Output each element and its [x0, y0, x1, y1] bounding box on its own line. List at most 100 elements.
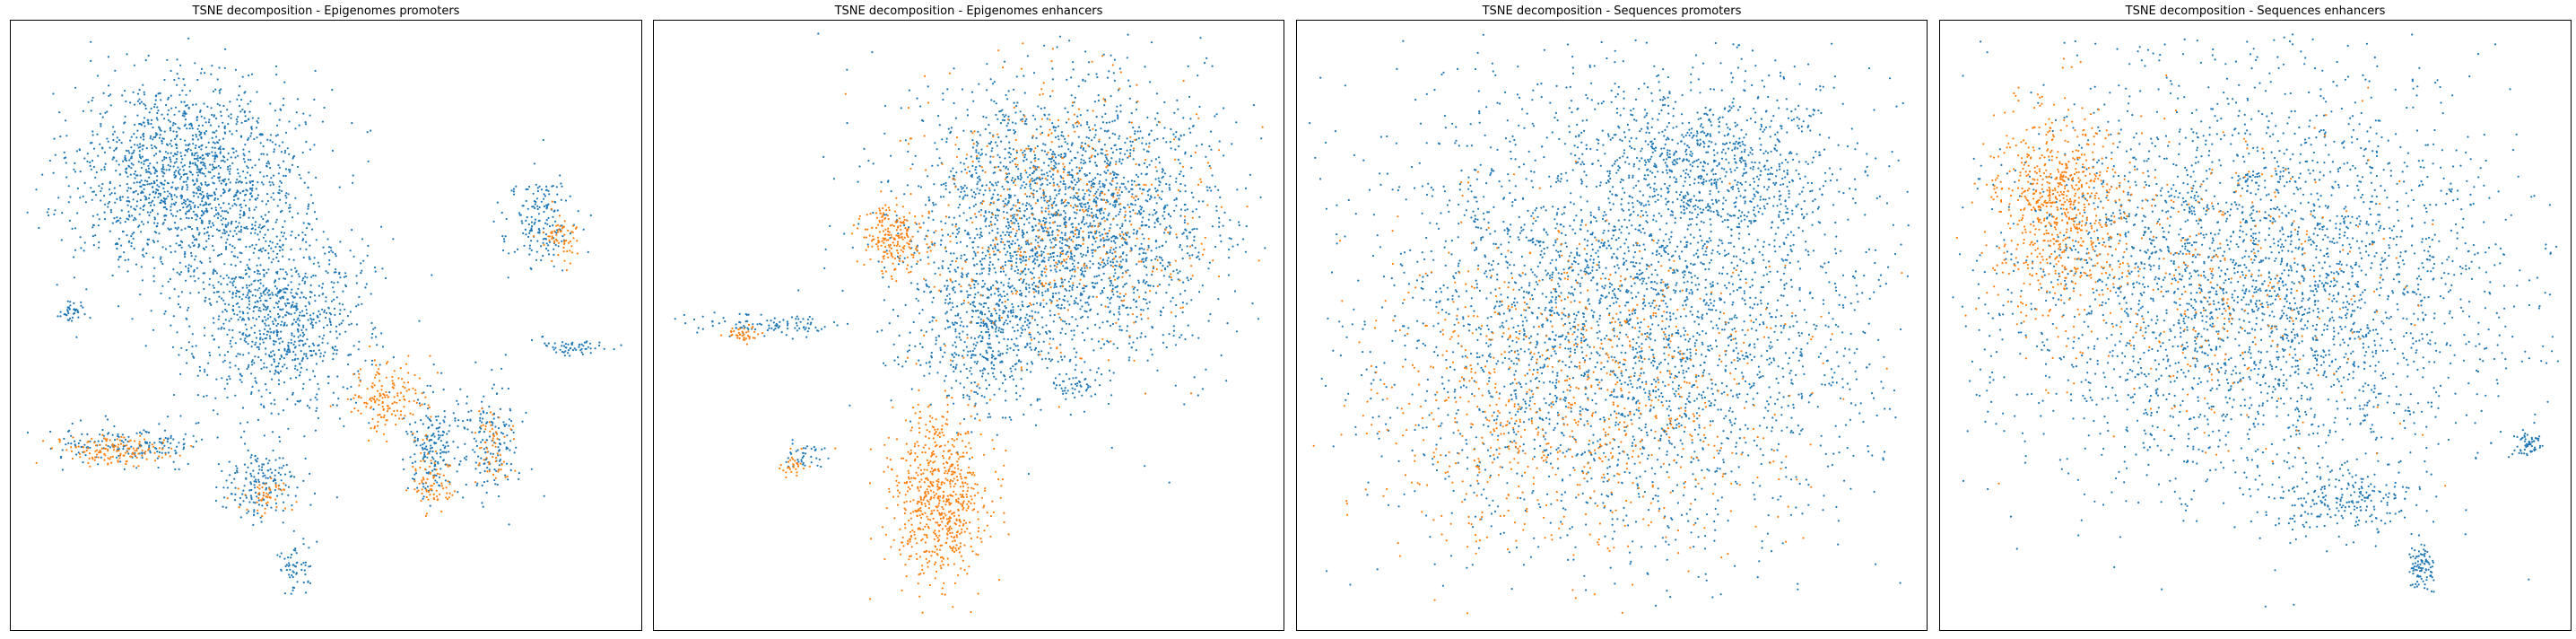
- scatter-point: [438, 426, 441, 429]
- scatter-point: [560, 198, 562, 201]
- scatter-point: [262, 308, 265, 311]
- scatter-point: [431, 451, 434, 453]
- scatter-point: [261, 504, 264, 507]
- scatter-point: [204, 164, 206, 168]
- scatter-point: [160, 99, 162, 101]
- scatter-point: [58, 111, 61, 114]
- scatter-point: [284, 201, 287, 205]
- scatter-point: [1109, 136, 1111, 139]
- scatter-point: [130, 241, 133, 244]
- scatter-point: [508, 425, 510, 427]
- scatter-point: [486, 467, 489, 469]
- scatter-point: [525, 411, 527, 414]
- scatter-point: [206, 105, 209, 108]
- scatter-point: [253, 270, 256, 274]
- scatter-point: [213, 198, 216, 201]
- scatter-point: [224, 48, 227, 50]
- scatter-point: [410, 431, 413, 433]
- scatter-point: [147, 164, 150, 167]
- scatter-point: [265, 300, 268, 302]
- scatter-point: [425, 445, 428, 448]
- scatter-point: [117, 454, 120, 457]
- scatter-point: [205, 246, 208, 249]
- scatter-point: [204, 162, 206, 165]
- scatter-point: [309, 244, 311, 247]
- scatter-point: [259, 337, 262, 339]
- scatter-point: [1035, 136, 1038, 139]
- scatter-point: [1126, 137, 1128, 140]
- scatter-point: [79, 456, 82, 459]
- scatter-point: [167, 227, 170, 230]
- scatter-point: [1025, 288, 1028, 291]
- scatter-point: [132, 191, 135, 194]
- scatter-point: [297, 287, 300, 290]
- scatter-point: [250, 283, 253, 285]
- scatter-point: [474, 361, 477, 363]
- scatter-point: [218, 354, 222, 356]
- scatter-point: [251, 117, 254, 119]
- scatter-point: [432, 458, 435, 460]
- scatter-point: [77, 451, 80, 454]
- scatter-point: [250, 73, 254, 75]
- scatter-point: [235, 118, 239, 121]
- scatter-point: [138, 442, 141, 445]
- scatter-point: [156, 222, 159, 224]
- scatter-point: [1032, 267, 1035, 270]
- scatter-point: [1134, 130, 1136, 133]
- scatter-point: [239, 260, 242, 263]
- scatter-point: [310, 321, 313, 324]
- scatter-point: [532, 206, 535, 208]
- scatter-point: [1084, 150, 1087, 153]
- scatter-point: [282, 509, 284, 512]
- scatter-point: [229, 366, 231, 369]
- scatter-point: [425, 488, 428, 491]
- scatter-point: [1048, 258, 1050, 261]
- scatter-point: [1208, 186, 1211, 189]
- scatter-point: [285, 569, 288, 572]
- scatter-point: [479, 426, 482, 429]
- scatter-point: [151, 147, 153, 150]
- scatter-point: [352, 372, 355, 376]
- scatter-point: [295, 309, 298, 311]
- scatter-point: [213, 175, 215, 178]
- scatter-point: [148, 446, 151, 449]
- scatter-point: [160, 260, 162, 263]
- scatter-point: [91, 437, 93, 440]
- scatter-point: [169, 192, 171, 195]
- scatter-point: [1209, 312, 1212, 316]
- scatter-point: [567, 229, 570, 232]
- scatter-point: [293, 367, 296, 370]
- scatter-point: [960, 257, 962, 259]
- scatter-point: [392, 387, 395, 390]
- scatter-point: [170, 442, 172, 445]
- scatter-point: [480, 441, 483, 443]
- scatter-point: [94, 234, 97, 237]
- scatter-point: [546, 204, 549, 206]
- scatter-point: [196, 179, 198, 182]
- scatter-point: [257, 249, 260, 252]
- scatter-point: [988, 246, 990, 249]
- scatter-point: [155, 146, 158, 149]
- scatter-point: [372, 408, 375, 411]
- scatter-point: [150, 172, 152, 175]
- scatter-point: [388, 407, 391, 409]
- scatter-point: [127, 150, 130, 153]
- scatter-point: [212, 141, 214, 144]
- scatter-point: [388, 391, 391, 394]
- scatter-point: [272, 250, 274, 253]
- scatter-point: [408, 400, 411, 403]
- scatter-point: [248, 216, 250, 219]
- scatter-point: [174, 187, 177, 189]
- scatter-point: [126, 200, 128, 203]
- scatter-point: [1214, 245, 1217, 249]
- scatter-point: [248, 510, 250, 512]
- scatter-point: [109, 456, 112, 459]
- scatter-point: [1067, 280, 1070, 283]
- scatter-point: [371, 397, 374, 399]
- scatter-point: [101, 433, 104, 436]
- scatter-point: [135, 136, 138, 139]
- scatter-point: [170, 228, 172, 231]
- scatter-point: [349, 311, 352, 313]
- scatter-point: [196, 159, 199, 162]
- scatter-point: [309, 472, 311, 475]
